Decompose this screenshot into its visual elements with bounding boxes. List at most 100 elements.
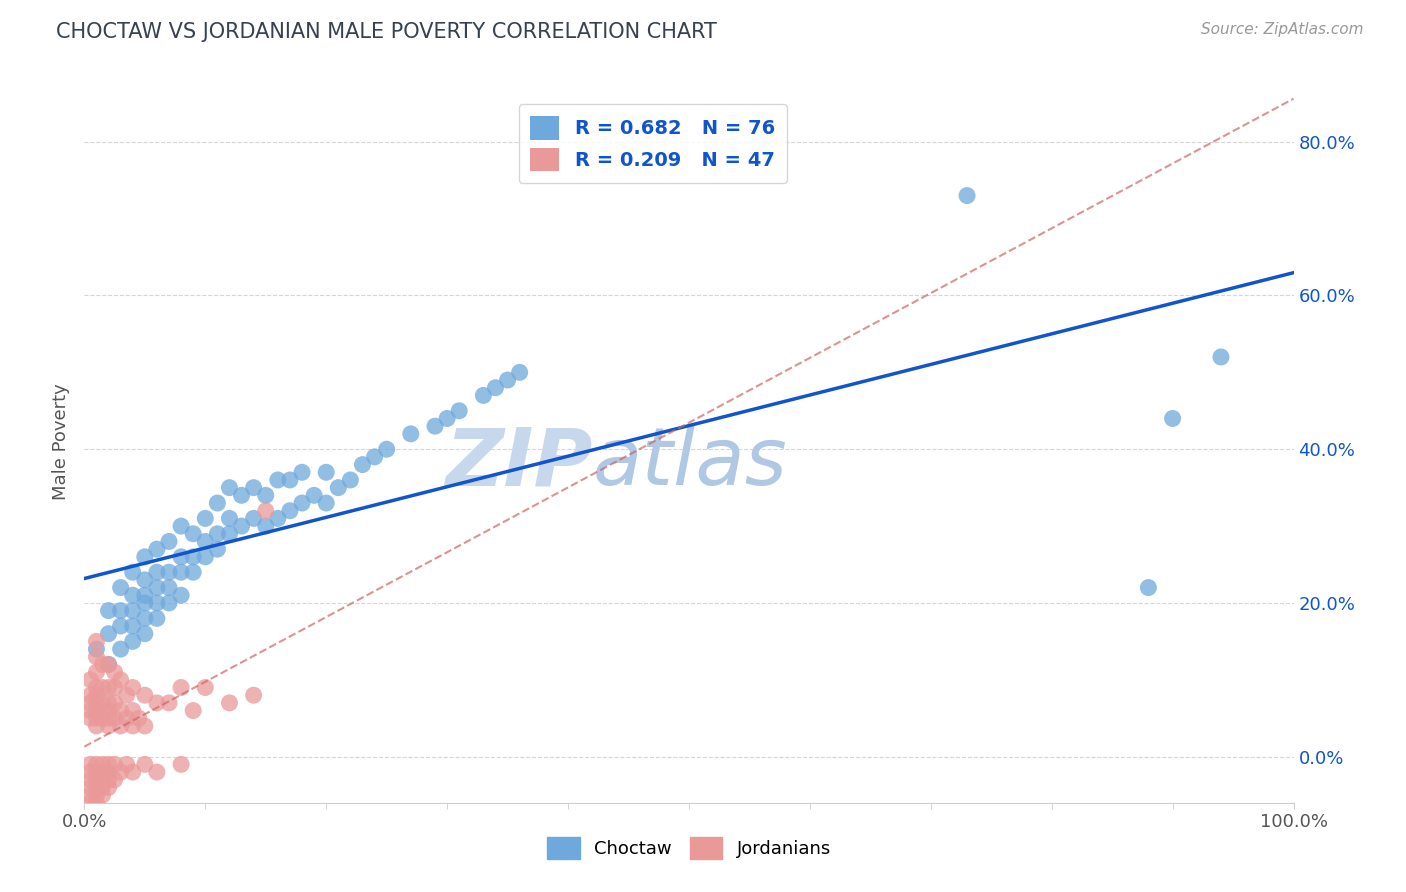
Point <box>91 657 114 672</box>
Point <box>79 796 101 810</box>
Point <box>121 634 143 648</box>
Point <box>134 611 156 625</box>
Point <box>218 526 240 541</box>
Text: atlas: atlas <box>592 425 787 502</box>
Point <box>104 681 127 695</box>
Point <box>254 488 277 502</box>
Point <box>128 711 150 725</box>
Point <box>121 719 143 733</box>
Point <box>1137 581 1160 595</box>
Point <box>181 549 204 564</box>
Point <box>79 780 101 795</box>
Point <box>242 688 264 702</box>
Point <box>302 488 325 502</box>
Point <box>146 596 169 610</box>
Point <box>157 696 180 710</box>
Point <box>436 411 458 425</box>
Point <box>207 526 229 541</box>
Point <box>97 765 120 780</box>
Text: Source: ZipAtlas.com: Source: ZipAtlas.com <box>1201 22 1364 37</box>
Point <box>86 780 108 795</box>
Point <box>121 565 143 579</box>
Point <box>170 588 193 602</box>
Point <box>121 588 143 602</box>
Point <box>181 565 204 579</box>
Point <box>97 757 120 772</box>
Point <box>146 611 169 625</box>
Point <box>254 519 277 533</box>
Point <box>121 765 143 780</box>
Point <box>194 549 217 564</box>
Point <box>121 681 143 695</box>
Point <box>134 549 156 564</box>
Point <box>97 696 120 710</box>
Point <box>79 772 101 787</box>
Point <box>242 481 264 495</box>
Point <box>104 757 127 772</box>
Point <box>86 796 108 810</box>
Point <box>110 604 132 618</box>
Text: CHOCTAW VS JORDANIAN MALE POVERTY CORRELATION CHART: CHOCTAW VS JORDANIAN MALE POVERTY CORREL… <box>56 22 717 42</box>
Point <box>315 465 337 479</box>
Point <box>170 757 193 772</box>
Point <box>97 657 120 672</box>
Point <box>146 581 169 595</box>
Point <box>328 481 350 495</box>
Point <box>79 788 101 802</box>
Point <box>104 696 127 710</box>
Point <box>110 765 132 780</box>
Point <box>79 704 101 718</box>
Point <box>121 704 143 718</box>
Point <box>134 719 156 733</box>
Y-axis label: Male Poverty: Male Poverty <box>52 384 70 500</box>
Point <box>97 711 120 725</box>
Point <box>86 711 108 725</box>
Point <box>194 511 217 525</box>
Point <box>267 473 290 487</box>
Point <box>194 681 217 695</box>
Point <box>79 765 101 780</box>
Point <box>79 757 101 772</box>
Point <box>110 719 132 733</box>
Point <box>91 711 114 725</box>
Point <box>157 596 180 610</box>
Point <box>86 788 108 802</box>
Point <box>291 496 314 510</box>
Point <box>170 549 193 564</box>
Point <box>134 626 156 640</box>
Point <box>278 504 301 518</box>
Point <box>86 772 108 787</box>
Point <box>181 526 204 541</box>
Point <box>267 511 290 525</box>
Point <box>91 757 114 772</box>
Point <box>91 788 114 802</box>
Point <box>104 772 127 787</box>
Point <box>86 765 108 780</box>
Point <box>91 765 114 780</box>
Point <box>509 365 531 379</box>
Point <box>399 426 422 441</box>
Point <box>146 765 169 780</box>
Point <box>157 565 180 579</box>
Point <box>134 573 156 587</box>
Point <box>110 619 132 633</box>
Point <box>423 419 446 434</box>
Point <box>278 473 301 487</box>
Point <box>79 688 101 702</box>
Point <box>121 619 143 633</box>
Point <box>194 534 217 549</box>
Point <box>86 704 108 718</box>
Point <box>91 780 114 795</box>
Point <box>115 688 138 702</box>
Point <box>181 704 204 718</box>
Point <box>1161 411 1184 425</box>
Point <box>352 458 374 472</box>
Point <box>956 188 979 202</box>
Point <box>242 511 264 525</box>
Point <box>110 642 132 657</box>
Point <box>170 681 193 695</box>
Point <box>86 642 108 657</box>
Point <box>254 504 277 518</box>
Point <box>86 649 108 664</box>
Point <box>146 696 169 710</box>
